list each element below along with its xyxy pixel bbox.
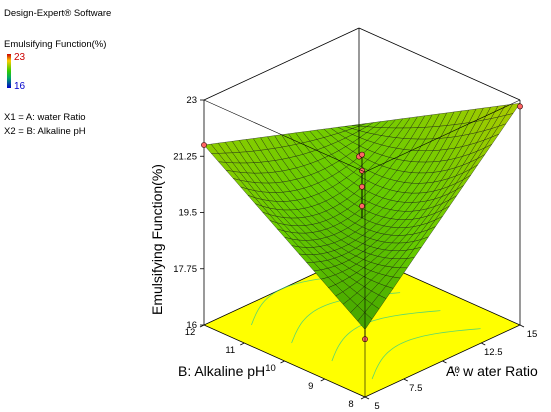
x-tick-label-0: 5 [374,401,379,412]
design-point-6 [359,183,365,190]
z-tick-label-1: 17.75 [173,264,197,275]
box-front-top-left [203,99,366,173]
y-tick-label-0: 8 [348,399,353,410]
z-tick-label-0: 16 [186,320,197,331]
y-tick-mark-0 [360,396,366,400]
x-tick-label-4: 15 [527,329,538,340]
y-tick-label-3: 11 [225,345,235,356]
z-tick-label-4: 23 [186,95,197,106]
floor-contour-0 [371,328,481,380]
response-surface [203,102,521,330]
x-tick-mark-0 [364,396,370,400]
box-front-top-right [364,99,521,173]
z-tick-label-2: 19.5 [179,208,198,219]
design-point-7 [359,203,365,209]
y-tick-mark-4 [199,324,205,328]
design-point-1 [201,142,207,148]
x-tick-mark-3 [481,342,486,346]
y-tick-mark-1 [320,378,325,382]
x-tick-label-1: 7.5 [409,383,422,394]
y-tick-mark-3 [240,342,245,346]
software-name: Design-Expert® Software [4,8,112,19]
x-tick-label-2: 10 [449,365,460,376]
legend-high-value: 23 [14,52,26,63]
legend-title: Emulsifying Function(%) [4,39,107,50]
design-point-4 [359,151,365,158]
factor-x2-label: X2 = B: Alkaline pH [4,126,86,137]
y-tick-label-2: 10 [265,363,276,374]
y-axis-title: B: Alkaline pH [178,363,265,379]
z-axis-title: Emulsifying Function(%) [149,164,165,315]
x-axis-title: A: w ater Ratio [446,363,538,379]
y-tick-label-1: 9 [308,381,313,392]
legend-color-bar [7,54,11,88]
y-tick-label-4: 12 [185,327,196,338]
x-tick-mark-4 [519,324,525,328]
x-tick-mark-1 [403,378,408,382]
box-top-edge-right [358,27,521,101]
design-point-0 [517,103,523,110]
y-tick-mark-2 [280,360,285,364]
z-tick-label-3: 21.25 [173,151,197,162]
box-front-edges [203,99,521,397]
x-tick-mark-2 [442,360,447,364]
box-top-edge-left [203,27,360,101]
x-tick-label-3: 12.5 [484,347,503,358]
legend-low-value: 16 [14,81,26,92]
axis-ticks: 16 17.75 19.5 21.25 23 8 9 10 11 12 5 7.5 10 12.5 15 [173,95,537,412]
factor-x1-label: X1 = A: water Ratio [4,112,86,123]
